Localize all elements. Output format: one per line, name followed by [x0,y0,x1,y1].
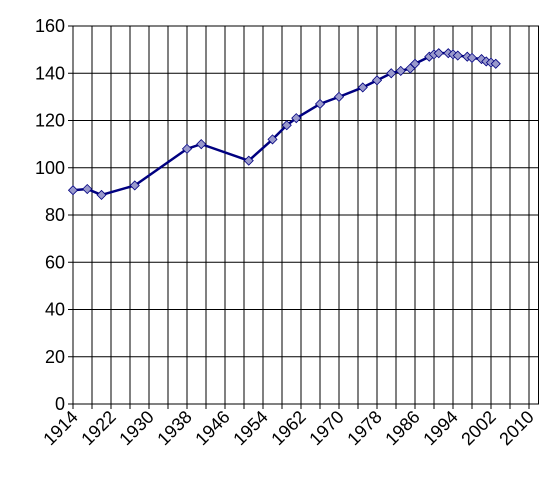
x-tick-label: 1994 [419,407,461,449]
x-tick-label: 1986 [381,407,423,449]
marker [96,189,107,200]
marker [452,50,463,61]
marker [291,113,302,124]
x-tick-label: 1970 [305,407,347,449]
marker [433,48,444,59]
y-tick-label: 160 [35,16,65,36]
y-tick-label: 140 [35,63,65,83]
marker [314,98,326,110]
x-tick-label: 2002 [457,407,499,449]
y-tick-label: 20 [45,347,65,367]
x-tick-label: 2010 [495,407,537,449]
marker [281,120,292,131]
y-tick-label: 40 [45,300,65,320]
marker [409,58,421,69]
marker [129,180,140,191]
marker [386,68,397,79]
x-tick-label: 1922 [77,407,119,449]
x-tick-label: 1978 [343,407,385,449]
x-tick-label: 1962 [267,407,309,449]
x-tick-label: 1938 [153,407,195,449]
x-tick-label: 1930 [115,407,157,449]
marker [395,65,406,76]
marker [333,91,345,102]
marker [181,143,193,154]
marker [357,82,368,93]
marker [243,155,254,166]
marker [196,139,207,150]
y-tick-label: 60 [45,252,65,272]
marker [267,134,278,145]
y-tick-label: 100 [35,158,65,178]
y-tick-label: 120 [35,111,65,131]
y-tick-label: 80 [45,205,65,225]
y-tick-label: 0 [55,394,65,414]
marker [490,58,501,69]
marker [466,52,478,63]
x-tick-label: 1946 [191,407,233,449]
marker [371,75,383,86]
marker [82,183,93,195]
marker [67,185,79,196]
x-tick-label: 1954 [229,407,271,449]
x-tick-label: 1914 [39,407,81,449]
